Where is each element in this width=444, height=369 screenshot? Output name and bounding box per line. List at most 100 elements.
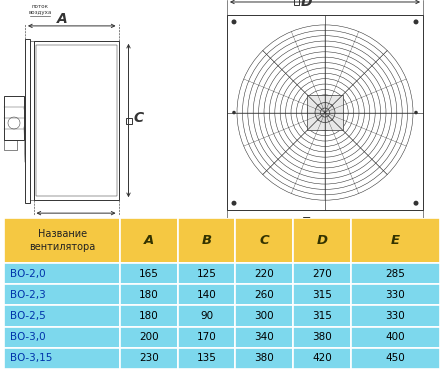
Circle shape	[329, 117, 333, 121]
Bar	[4, 306, 120, 327]
Text: C: C	[133, 111, 143, 124]
Circle shape	[413, 201, 419, 206]
Bar	[30, 41, 33, 200]
Bar	[120, 263, 178, 284]
Text: D: D	[317, 234, 327, 247]
Bar	[4, 348, 120, 369]
Text: 330: 330	[385, 311, 405, 321]
Bar	[120, 327, 178, 348]
Bar	[235, 306, 293, 327]
Bar	[120, 284, 178, 306]
Bar	[178, 306, 235, 327]
Bar	[235, 218, 293, 263]
Bar	[235, 327, 293, 348]
Text: 300: 300	[254, 311, 274, 321]
Bar	[351, 306, 440, 327]
Circle shape	[231, 20, 237, 24]
Text: 200: 200	[139, 332, 159, 342]
Bar	[235, 348, 293, 369]
Text: C: C	[259, 234, 269, 247]
Text: E: E	[391, 234, 400, 247]
Bar	[120, 218, 178, 263]
Bar	[4, 327, 120, 348]
Circle shape	[231, 201, 237, 206]
Text: 330: 330	[385, 290, 405, 300]
Bar	[235, 263, 293, 284]
Circle shape	[315, 103, 335, 123]
Text: 315: 315	[312, 311, 332, 321]
Circle shape	[329, 104, 333, 108]
Text: D: D	[301, 0, 313, 9]
Text: 230: 230	[139, 354, 159, 363]
Text: 170: 170	[197, 332, 216, 342]
Bar	[4, 96, 24, 141]
Bar	[293, 284, 351, 306]
Text: ВО-2,3: ВО-2,3	[10, 290, 46, 300]
Text: 140: 140	[197, 290, 216, 300]
Bar	[120, 306, 178, 327]
Bar	[178, 327, 235, 348]
Circle shape	[414, 111, 418, 114]
Text: 125: 125	[197, 269, 216, 279]
Text: B: B	[202, 234, 211, 247]
Text: 315: 315	[312, 290, 332, 300]
Bar	[235, 284, 293, 306]
Text: E: E	[301, 216, 310, 230]
Text: 380: 380	[312, 332, 332, 342]
Circle shape	[413, 20, 419, 24]
Text: 260: 260	[254, 290, 274, 300]
Bar	[33, 41, 119, 200]
Bar	[126, 117, 131, 124]
Bar	[36, 45, 116, 196]
Text: 220: 220	[254, 269, 274, 279]
Bar	[293, 327, 351, 348]
Bar	[351, 263, 440, 284]
Circle shape	[317, 117, 321, 121]
Bar	[351, 218, 440, 263]
Bar	[178, 263, 235, 284]
Text: 165: 165	[139, 269, 159, 279]
Bar	[178, 348, 235, 369]
Bar	[293, 218, 351, 263]
Bar	[293, 348, 351, 369]
Text: 420: 420	[312, 354, 332, 363]
Text: 380: 380	[254, 354, 274, 363]
Text: 180: 180	[139, 311, 159, 321]
Text: 180: 180	[139, 290, 159, 300]
Bar	[351, 327, 440, 348]
Text: 285: 285	[385, 269, 405, 279]
Text: ВО-3,15: ВО-3,15	[10, 354, 52, 363]
Text: Название
вентилятора: Название вентилятора	[29, 229, 95, 252]
Bar	[293, 306, 351, 327]
Text: 340: 340	[254, 332, 274, 342]
Bar	[351, 284, 440, 306]
Text: ВО-2,0: ВО-2,0	[10, 269, 45, 279]
Text: 400: 400	[385, 332, 405, 342]
Bar	[178, 284, 235, 306]
Text: 450: 450	[385, 354, 405, 363]
Circle shape	[317, 104, 321, 108]
Circle shape	[232, 111, 236, 114]
Bar	[351, 348, 440, 369]
Text: поток
воздуха: поток воздуха	[28, 4, 52, 15]
Bar	[293, 220, 299, 226]
Text: 135: 135	[197, 354, 216, 363]
Text: B: B	[71, 222, 81, 236]
Bar	[4, 284, 120, 306]
Text: ВО-3,0: ВО-3,0	[10, 332, 45, 342]
Text: A: A	[143, 234, 154, 247]
Text: ВО-2,5: ВО-2,5	[10, 311, 46, 321]
Circle shape	[321, 108, 329, 117]
Bar	[25, 39, 30, 203]
Bar	[227, 15, 423, 210]
Bar	[120, 348, 178, 369]
Text: 270: 270	[312, 269, 332, 279]
Text: 90: 90	[200, 311, 213, 321]
Bar	[178, 218, 235, 263]
Bar	[293, 0, 299, 5]
Bar	[307, 94, 343, 131]
Bar	[4, 263, 120, 284]
Bar	[4, 218, 120, 263]
Bar	[293, 263, 351, 284]
Text: A: A	[57, 12, 68, 26]
